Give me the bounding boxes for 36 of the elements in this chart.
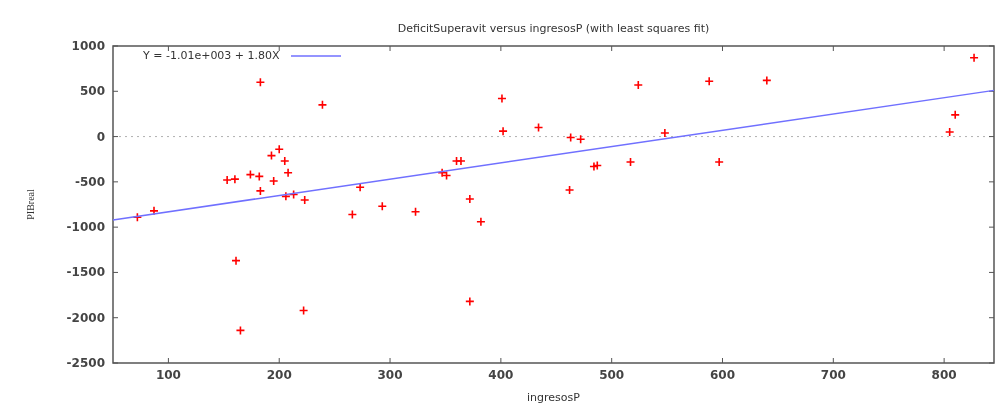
- point: [498, 126, 508, 136]
- y-tick-label: -2000: [66, 310, 105, 325]
- point: [633, 80, 644, 90]
- x-tick-label: 100: [155, 368, 181, 382]
- y-tick-label: -500: [74, 174, 105, 189]
- y-tick-label: -1000: [66, 220, 105, 235]
- x-tick-label: 600: [709, 368, 736, 382]
- point: [222, 175, 232, 185]
- text: Y = -1.01e+003 + 1.80X: [142, 49, 281, 62]
- point: [283, 168, 293, 178]
- point: [279, 156, 290, 166]
- chart-title: DeficitSuperavit versus ingresosP (with least squares fit): [397, 22, 710, 35]
- y-tick-label: 0: [96, 129, 105, 144]
- x-tick-label: 200: [266, 368, 292, 382]
- point: [299, 195, 310, 205]
- point: [950, 110, 961, 120]
- y-tick-label: 1000: [71, 39, 105, 53]
- point: [456, 156, 466, 166]
- point: [714, 157, 724, 167]
- x-tick-label: 700: [820, 368, 846, 382]
- x-tick-label: 400: [488, 368, 514, 382]
- x-axis-title: ingresosP: [527, 391, 581, 404]
- point: [274, 144, 285, 155]
- y-tick-label: -2500: [66, 356, 105, 370]
- y-tick-label: 500: [79, 84, 105, 99]
- y-axis-title: PIBreal: [25, 189, 36, 220]
- x-tick-label: 800: [931, 368, 957, 382]
- point: [465, 194, 475, 204]
- point: [660, 128, 670, 138]
- point: [230, 174, 240, 184]
- x-tick-label: 500: [599, 368, 625, 382]
- point: [149, 206, 159, 216]
- x-tick-label: 300: [377, 368, 403, 382]
- y-tick-label: -1500: [66, 265, 105, 280]
- point: [969, 52, 979, 63]
- point: [476, 216, 486, 227]
